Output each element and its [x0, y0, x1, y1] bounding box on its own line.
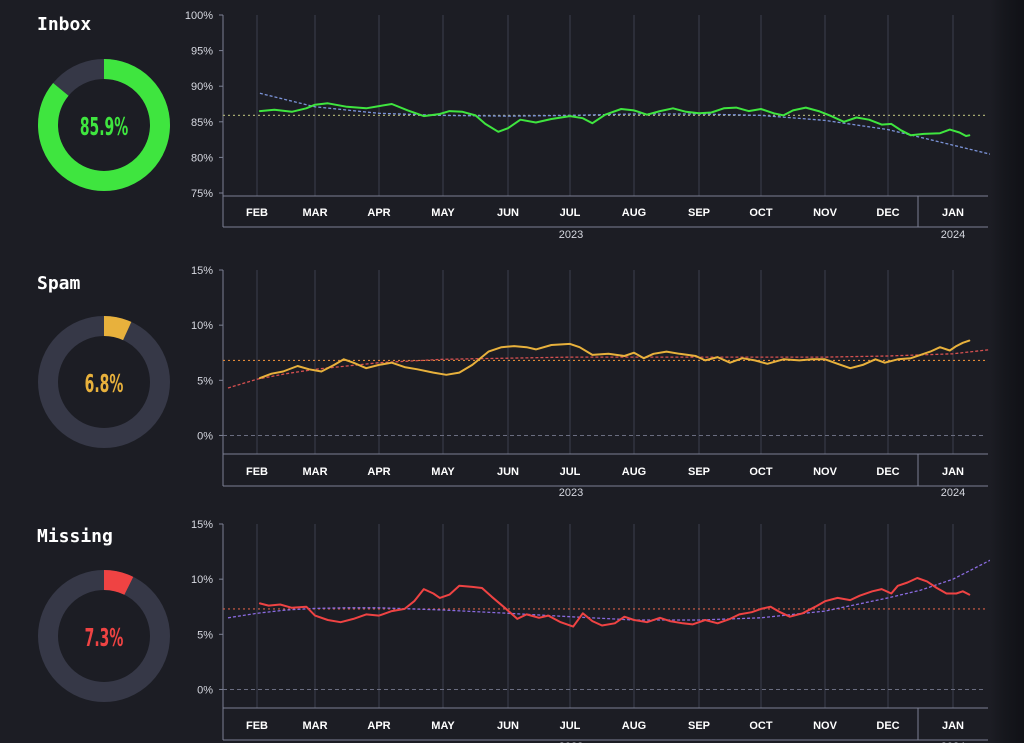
month-label: APR [367, 207, 390, 219]
gauge-fill [38, 59, 170, 191]
y-tick-label: 85% [191, 117, 213, 129]
y-tick-label: 80% [191, 152, 213, 164]
month-label: FEB [246, 207, 268, 219]
gauge-value: 85.9% [80, 112, 129, 141]
month-label: NOV [813, 466, 838, 478]
y-tick-label: 90% [191, 81, 213, 93]
month-label: SEP [688, 466, 710, 478]
y-tick-label: 15% [191, 519, 213, 531]
month-label: SEP [688, 720, 710, 732]
month-label: APR [367, 466, 390, 478]
y-tick-label: 0% [197, 684, 213, 696]
chart-panel-spam: Spam 6.8% 0% 5% 10% 15% FEB MAR APR MAY JUN JUL AUG S… [37, 265, 990, 499]
year-label: 2023 [559, 741, 583, 743]
year-label: 2023 [559, 487, 583, 499]
month-label: JAN [942, 720, 964, 732]
month-label: JUN [497, 207, 519, 219]
y-tick-label: 5% [197, 629, 213, 641]
month-label: DEC [876, 466, 899, 478]
month-label: MAY [431, 207, 455, 219]
y-tick-label: 0% [197, 430, 213, 442]
month-label: FEB [246, 720, 268, 732]
chart-title: Spam [37, 273, 81, 294]
trend-line [227, 348, 990, 389]
year-label: 2024 [941, 487, 965, 499]
month-label: SEP [688, 207, 710, 219]
month-label: OCT [749, 207, 773, 219]
gauge-value: 7.3% [85, 623, 124, 652]
month-label: MAR [302, 466, 327, 478]
month-label: JUN [497, 720, 519, 732]
month-label: MAR [302, 207, 327, 219]
month-label: MAY [431, 720, 455, 732]
page-edge-shadow [990, 0, 1024, 743]
chart-panel-inbox: Inbox 85.9% 75% 80% 85% 90% 95% 100% FEB MAR APR MA… [37, 10, 990, 241]
gauge-fill [38, 570, 170, 702]
month-label: AUG [622, 720, 646, 732]
chart-title: Inbox [37, 14, 91, 35]
y-tick-label: 10% [191, 320, 213, 332]
month-label: DEC [876, 720, 899, 732]
y-tick-label: 5% [197, 375, 213, 387]
y-tick-label: 100% [185, 10, 213, 22]
gauge-value: 6.8% [85, 369, 124, 398]
series-line [258, 577, 971, 628]
y-tick-label: 15% [191, 265, 213, 277]
month-label: DEC [876, 207, 899, 219]
year-label: 2024 [941, 741, 965, 743]
chart-title: Missing [37, 526, 113, 547]
month-label: NOV [813, 207, 838, 219]
month-label: JUL [560, 207, 581, 219]
month-label: JAN [942, 466, 964, 478]
y-tick-label: 95% [191, 46, 213, 58]
series-line [258, 102, 971, 137]
month-label: MAR [302, 720, 327, 732]
month-label: JUN [497, 466, 519, 478]
month-label: OCT [749, 720, 773, 732]
month-label: JAN [942, 207, 964, 219]
chart-panel-missing: Missing 7.3% 0% 5% 10% 15% FEB MAR APR MAY JUN JUL A… [37, 519, 990, 743]
year-label: 2023 [559, 229, 583, 241]
month-label: JUL [560, 720, 581, 732]
trend-line [259, 92, 990, 155]
y-tick-label: 10% [191, 574, 213, 586]
month-label: JUL [560, 466, 581, 478]
gauge-fill [38, 316, 170, 448]
month-label: FEB [246, 466, 268, 478]
month-label: OCT [749, 466, 773, 478]
year-label: 2024 [941, 229, 965, 241]
month-label: NOV [813, 720, 838, 732]
y-tick-label: 75% [191, 188, 213, 200]
month-label: AUG [622, 207, 646, 219]
month-label: APR [367, 720, 390, 732]
series-line [258, 339, 971, 380]
month-label: AUG [622, 466, 646, 478]
month-label: MAY [431, 466, 455, 478]
